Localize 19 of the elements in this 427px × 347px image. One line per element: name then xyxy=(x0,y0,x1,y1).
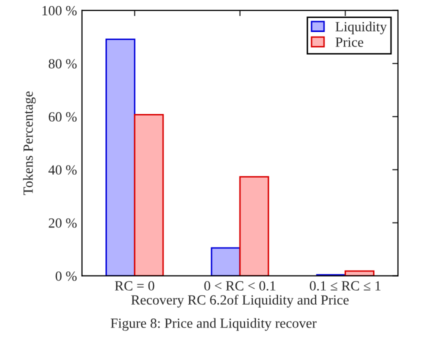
y-tick-label: 80 % xyxy=(48,59,77,68)
bar xyxy=(239,176,270,276)
caption: Figure 8: Price and Liquidity recover xyxy=(110,318,317,331)
x-tick-label: 0.1 ≤ RC ≤ 1 xyxy=(310,281,380,291)
bar xyxy=(106,38,136,276)
x-axis-title: Recovery RC 6.2of Liquidity and Price xyxy=(131,294,349,308)
bar xyxy=(344,270,374,276)
y-tick-label: 100 % xyxy=(42,6,77,16)
y-tick-label: 0 % xyxy=(56,271,77,281)
bar xyxy=(210,247,241,276)
y-tick-label: 20 % xyxy=(48,218,77,228)
bar xyxy=(134,114,164,276)
x-tick-label: 0 < RC < 0.1 xyxy=(204,281,276,291)
legend-label: Liquidity xyxy=(336,22,387,34)
x-tick-label: RC = 0 xyxy=(114,281,154,290)
y-tick-label: 60 % xyxy=(48,112,77,122)
y-tick-label: 40 % xyxy=(48,165,77,175)
legend-label: Price xyxy=(336,38,364,47)
y-axis-title: Tokens Percentage xyxy=(23,91,36,196)
